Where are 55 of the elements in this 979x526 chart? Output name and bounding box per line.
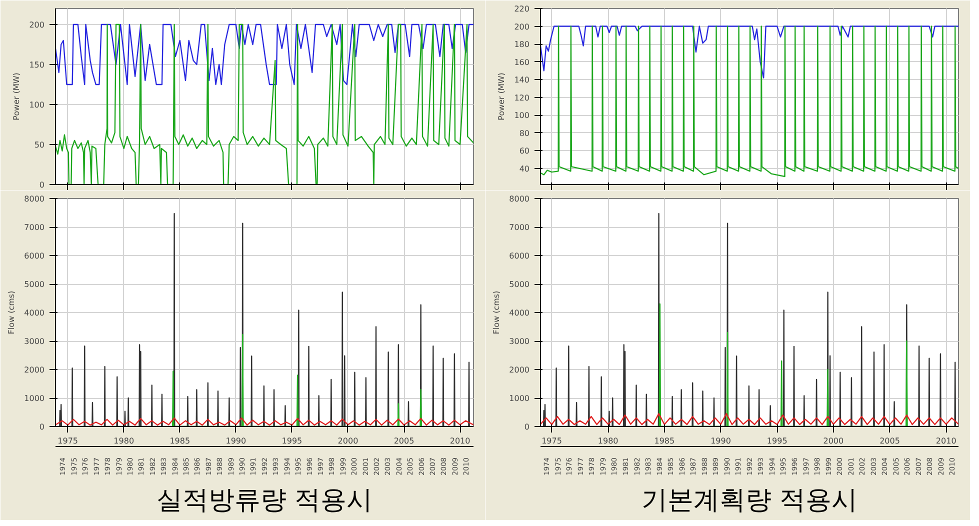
y-tick-label: 6000	[509, 252, 530, 260]
y-tick-label: 150	[29, 60, 45, 70]
y-tick-label: 120	[514, 93, 530, 102]
y-tick-label: 200	[29, 20, 45, 30]
y-tick-label: 3000	[509, 337, 530, 346]
x-tick-label: 1990	[226, 436, 246, 446]
x-tick-label: 1980	[114, 436, 134, 446]
y-tick-label: 60	[519, 146, 530, 156]
y-tick-label: 180	[514, 40, 530, 50]
y-tick-label: 40	[519, 164, 530, 174]
y-tick-label: 0	[524, 422, 530, 432]
y-tick-label: 160	[514, 58, 530, 67]
y-tick-label: 2000	[24, 366, 44, 374]
y-tick-label: 0	[39, 422, 45, 432]
text: 기본계획량 적용시	[641, 486, 858, 516]
y-tick-label: 200	[514, 22, 530, 32]
x-tick-label: 1995	[282, 436, 302, 446]
y-tick-label: 100	[514, 111, 530, 120]
y-tick-label: 50	[34, 140, 45, 150]
y-axis-title: Flow (cms)	[492, 290, 502, 334]
y-tick-label: 2000	[509, 366, 530, 374]
y-tick-label: 0	[39, 180, 45, 190]
x-tick-label: 2010	[936, 436, 956, 446]
x-tick-label: 1975	[542, 436, 562, 446]
x-tick-label: 1990	[710, 436, 731, 446]
y-tick-label: 7000	[24, 223, 44, 232]
x-tick-label: 1985	[654, 436, 675, 446]
y-tick-label: 6000	[24, 252, 44, 260]
y-tick-label: 80	[519, 128, 530, 138]
y-tick-label: 1000	[24, 394, 44, 403]
x-tick-label: 2000	[338, 436, 358, 446]
x-tick-label: 1975	[58, 436, 78, 446]
y-axis-title: Flow (cms)	[7, 290, 16, 334]
x-tick-label: 1980	[598, 436, 618, 446]
y-tick-label: 8000	[509, 194, 530, 204]
y-axis-title: Power (MW)	[12, 72, 22, 120]
x-tick-label: 1995	[766, 436, 788, 446]
x-tick-label: 2005	[394, 436, 414, 446]
y-tick-label: 100	[29, 100, 45, 110]
y-tick-label: 5000	[24, 280, 44, 289]
y-tick-label: 3000	[24, 337, 44, 346]
y-tick-label: 1000	[509, 394, 530, 403]
y-tick-label: 7000	[509, 223, 530, 232]
y-tick-label: 4000	[509, 308, 530, 318]
y-tick-label: 4000	[24, 308, 44, 318]
y-tick-label: 220	[514, 4, 530, 14]
x-tick-label: 2005	[880, 436, 900, 446]
y-tick-label: 8000	[24, 194, 44, 204]
x-tick-label: 2010	[450, 436, 470, 446]
x-tick-label: 2000	[823, 436, 844, 446]
y-tick-label: 5000	[509, 280, 530, 289]
y-axis-title: Power (MW)	[497, 72, 506, 120]
text: 실적방류량 적용시	[156, 486, 373, 516]
x-tick-label: 1985	[170, 436, 190, 446]
y-tick-label: 140	[514, 76, 530, 85]
